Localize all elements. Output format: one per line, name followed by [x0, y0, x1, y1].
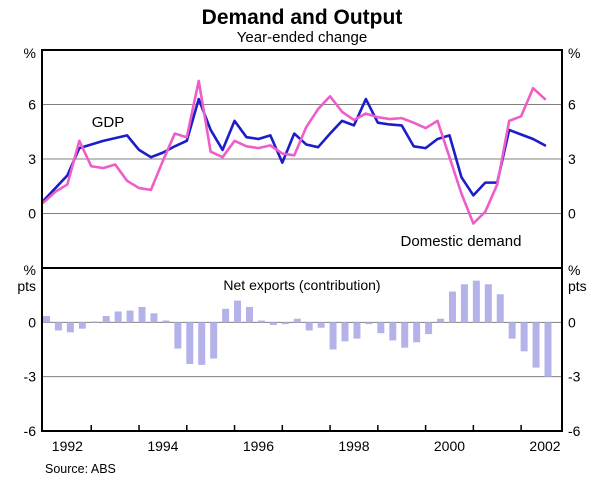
domestic-demand-line	[42, 79, 547, 225]
net-exports-bars	[43, 280, 552, 377]
net-exports-bar	[544, 322, 552, 377]
net-exports-bar	[508, 322, 516, 339]
y-tick-label: 6	[28, 97, 36, 113]
net-exports-bar	[329, 322, 337, 350]
net-exports-bar	[162, 320, 170, 323]
y-tick-label: %	[24, 45, 36, 61]
x-tick-label: 1996	[243, 438, 274, 454]
y-tick-label: -6	[568, 423, 581, 439]
net-exports-bar	[305, 322, 313, 331]
net-exports-bar	[198, 322, 206, 365]
net-exports-bar	[126, 310, 134, 323]
plot-area: 1992 1994 1996 1998 2000 2002%630%pts0-3-6%63…	[17, 45, 586, 454]
y-tick-label: -6	[24, 423, 37, 439]
source-note: Source: ABS	[45, 462, 116, 476]
chart-title: Demand and Output	[202, 6, 403, 29]
net-exports-bar	[413, 322, 421, 343]
net-exports-bar	[425, 322, 433, 335]
net-exports-bar	[353, 322, 361, 339]
net-exports-bar	[532, 322, 540, 368]
y-tick-label: %	[24, 262, 36, 278]
net-exports-bar	[341, 322, 349, 342]
net-exports-bar	[222, 308, 230, 323]
net-exports-bar	[472, 280, 480, 323]
net-exports-bar	[293, 318, 301, 323]
net-exports-bar	[365, 322, 373, 325]
net-exports-bar	[90, 321, 98, 323]
x-tick-label: 1992	[52, 438, 83, 454]
y-tick-label: %	[568, 262, 580, 278]
y-tick-label: 3	[568, 151, 576, 167]
gdp-line	[42, 97, 547, 203]
net-exports-bar	[210, 322, 218, 359]
x-tick-label: 2002	[529, 438, 560, 454]
net-exports-bar	[114, 311, 122, 323]
net-exports-bar	[496, 294, 504, 323]
y-tick-label: -3	[24, 369, 37, 385]
net-exports-bar	[389, 322, 397, 341]
net-exports-bar	[234, 300, 242, 323]
net-exports-bar	[66, 322, 74, 333]
y-tick-label: 0	[568, 206, 576, 222]
net-exports-bar	[520, 322, 528, 352]
x-tick-label: 1998	[338, 438, 369, 454]
y-tick-label: 0	[28, 206, 36, 222]
plot-frame	[41, 49, 563, 432]
x-tick-label: 2000	[434, 438, 465, 454]
net-exports-bar	[54, 322, 62, 331]
net-exports-bar	[317, 322, 325, 328]
net-exports-bar	[269, 322, 277, 326]
y-tick-label: pts	[568, 278, 587, 294]
net-exports-bar	[138, 306, 146, 323]
net-exports-bar	[150, 313, 158, 323]
net-exports-bar	[174, 322, 182, 349]
net-exports-series-label: Net exports (contribution)	[223, 277, 380, 293]
net-exports-bar	[257, 320, 265, 323]
net-exports-bar	[102, 315, 110, 323]
y-tick-label: 0	[28, 314, 36, 330]
y-tick-label: 0	[568, 314, 576, 330]
net-exports-bar	[245, 306, 253, 323]
y-tick-label: 3	[28, 151, 36, 167]
net-exports-bar	[448, 291, 456, 323]
chart-subtitle: Year-ended change	[237, 29, 367, 46]
net-exports-bar	[460, 284, 468, 323]
y-tick-label: 6	[568, 97, 576, 113]
net-exports-bar	[484, 284, 492, 323]
net-exports-bar	[377, 322, 385, 334]
y-tick-label: pts	[17, 278, 36, 294]
net-exports-bar	[78, 322, 86, 329]
net-exports-bar	[437, 318, 445, 323]
y-tick-label: %	[568, 45, 580, 61]
net-exports-bar	[401, 322, 409, 348]
gdp-series-label: GDP	[92, 114, 125, 131]
net-exports-bar	[281, 322, 289, 325]
y-tick-label: -3	[568, 369, 581, 385]
net-exports-bar	[186, 322, 194, 364]
domestic-demand-series-label: Domestic demand	[401, 233, 522, 250]
x-tick-label: 1994	[147, 438, 178, 454]
net-exports-bar	[43, 315, 50, 323]
